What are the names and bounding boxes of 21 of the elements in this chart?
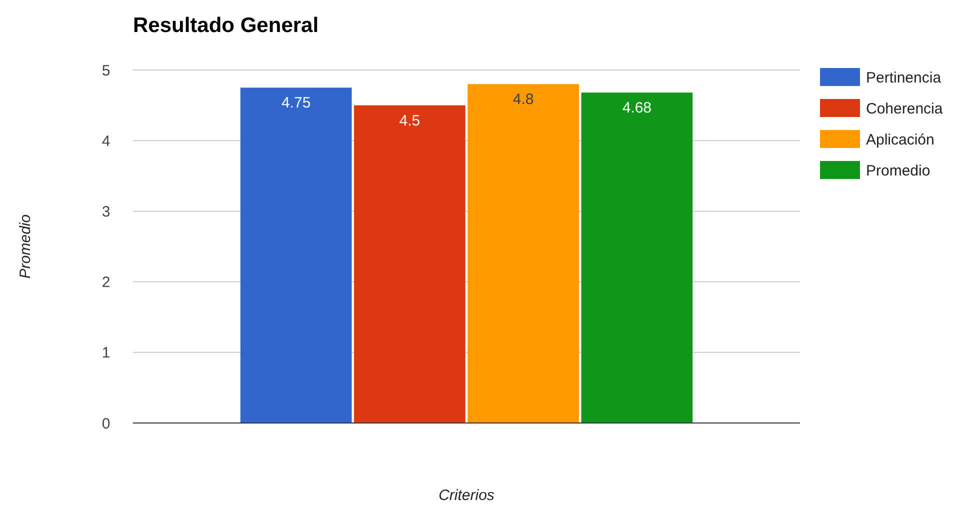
- y-tick-label: 2: [102, 274, 110, 292]
- legend-label: Pertinencia: [866, 69, 942, 86]
- data-label: 4.8: [512, 91, 534, 108]
- y-tick-label: 0: [102, 415, 110, 432]
- data-label: 4.75: [281, 94, 311, 112]
- data-label: 4.5: [399, 112, 420, 130]
- y-tick-label: 3: [102, 203, 110, 220]
- data-label: 4.68: [622, 100, 652, 117]
- y-tick-label: 1: [102, 344, 110, 362]
- y-tick-label: 4: [102, 132, 110, 150]
- legend-label: Coherencia: [866, 100, 944, 118]
- chart-title: Resultado General: [133, 14, 319, 37]
- bar: [468, 84, 579, 423]
- bar: [581, 92, 693, 423]
- y-axis-title: Promedio: [17, 214, 34, 279]
- y-tick-label: 5: [102, 62, 110, 80]
- bar: [354, 105, 466, 423]
- legend-label: Promedio: [866, 162, 930, 180]
- x-axis-title: Criterios: [438, 487, 495, 504]
- legend-label: Aplicación: [866, 131, 934, 148]
- bar: [240, 88, 352, 423]
